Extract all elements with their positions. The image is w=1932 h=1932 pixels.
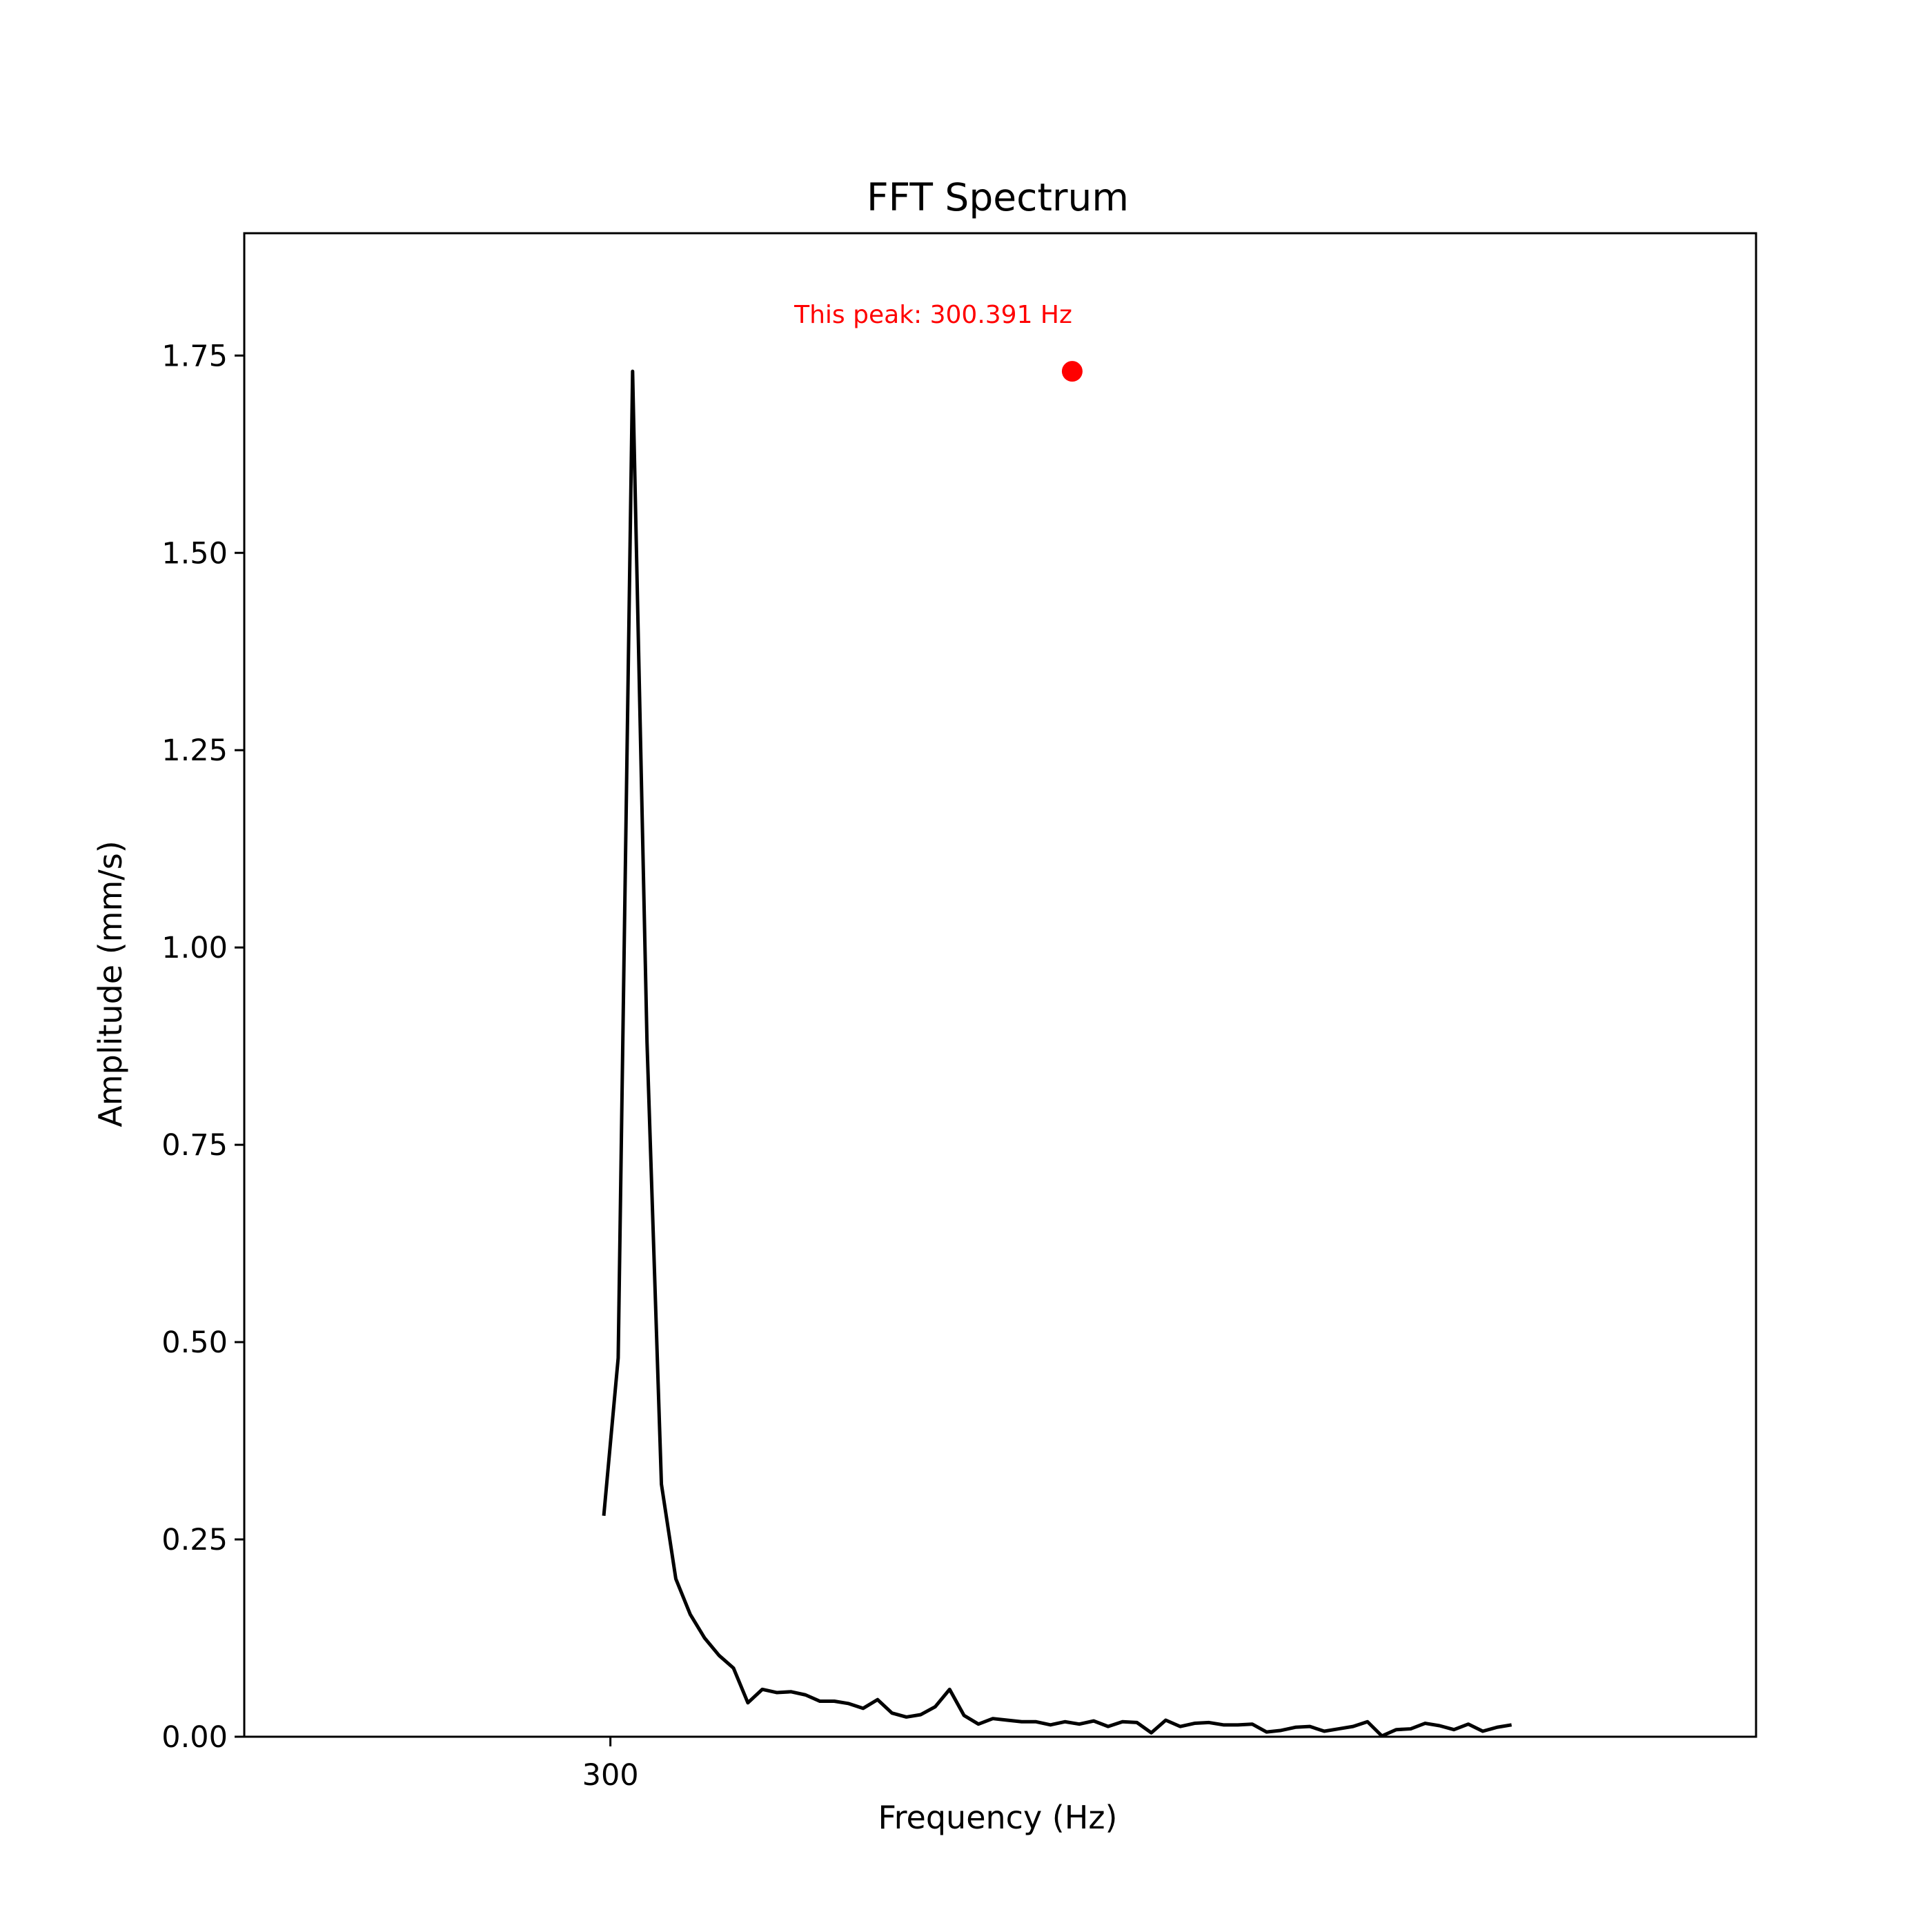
y-tick-label: 0.25 [161, 1523, 228, 1557]
x-tick-label: 300 [582, 1758, 639, 1793]
y-tick-label: 1.00 [161, 931, 228, 965]
series-line-0 [602, 369, 1512, 1738]
x-axis: 300 [582, 1737, 639, 1793]
peak-label: This peak: 300.391 Hz [793, 301, 1072, 329]
peak-marker [1061, 361, 1083, 382]
y-tick-label: 0.00 [161, 1720, 228, 1755]
y-tick-label: 1.75 [161, 339, 228, 373]
y-axis-title: Amplitude (mm/s) [92, 840, 129, 1127]
annotation-layer: This peak: 300.391 Hz [793, 301, 1083, 382]
y-tick-label: 1.50 [161, 536, 228, 571]
chart-title: FFT Spectrum [867, 175, 1129, 219]
plot-area [602, 369, 1512, 1738]
y-tick-label: 0.75 [161, 1128, 228, 1163]
plot-frame [243, 232, 1757, 1738]
y-tick-label: 0.50 [161, 1325, 228, 1360]
y-tick-label: 1.25 [161, 733, 228, 768]
y-axis: 0.00 0.25 0.50 0.75 1.00 1.25 1.50 1.75 [161, 339, 244, 1755]
x-axis-title: Frequency (Hz) [878, 1799, 1118, 1836]
